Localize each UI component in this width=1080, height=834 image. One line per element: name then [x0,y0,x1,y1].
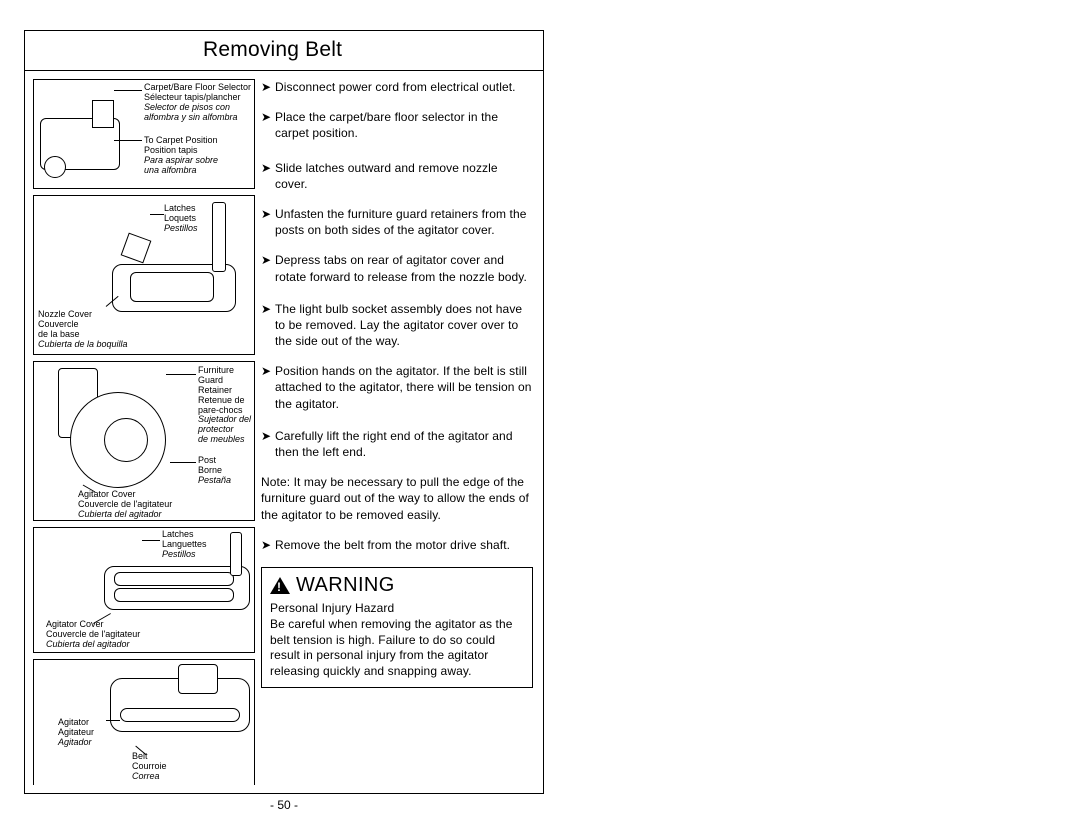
instruction-text: Unfasten the furniture guard retainers f… [275,206,533,238]
bullet-icon: ➤ [261,160,275,192]
fig4-latches-label: Latches Languettes Pestillos [162,530,207,560]
instruction-text: Disconnect power cord from electrical ou… [275,79,533,95]
fig2-latches-label: Latches Loquets Pestillos [164,204,198,234]
bullet-icon: ➤ [261,109,275,141]
instructions-column: ➤ Disconnect power cord from electrical … [255,79,533,785]
instruction-text: Place the carpet/bare floor selector in … [275,109,533,141]
instruction-text: Carefully lift the right end of the agit… [275,428,533,460]
instruction-step: ➤ Depress tabs on rear of agitator cover… [261,252,533,284]
figure-5: Agitator Agitateur Agitador Belt Courroi… [33,659,255,785]
figure-3: Furniture Guard Retainer Retenue de pare… [33,361,255,521]
bullet-icon: ➤ [261,79,275,95]
instruction-step: ➤ Remove the belt from the motor drive s… [261,537,533,553]
instruction-text: Position hands on the agitator. If the b… [275,363,533,412]
figure-2: Latches Loquets Pestillos Nozzle Cover C… [33,195,255,355]
instruction-step: ➤ Place the carpet/bare floor selector i… [261,109,533,141]
instruction-step: ➤ Carefully lift the right end of the ag… [261,428,533,460]
instruction-text: The light bulb socket assembly does not … [275,301,533,350]
figure-1: Carpet/Bare Floor Selector Sélecteur tap… [33,79,255,189]
manual-page: Removing Belt Carpet/Bare Floor Selector… [24,30,544,794]
instruction-text: Depress tabs on rear of agitator cover a… [275,252,533,284]
instruction-step: ➤ Unfasten the furniture guard retainers… [261,206,533,238]
fig1-selector-label: Carpet/Bare Floor Selector Sélecteur tap… [144,83,251,123]
instruction-note: Note: It may be necessary to pull the ed… [261,474,533,523]
fig2-nozzle-label: Nozzle Cover Couvercle de la base Cubier… [38,310,128,350]
fig1-carpet-pos-label: To Carpet Position Position tapis Para a… [144,136,218,176]
fig5-belt-label: Belt Courroie Correa [132,752,167,782]
bullet-icon: ➤ [261,428,275,460]
fig5-agitator-label: Agitator Agitateur Agitador [58,718,94,748]
bullet-icon: ➤ [261,363,275,412]
instruction-text: Remove the belt from the motor drive sha… [275,537,533,553]
warning-box: WARNING Personal Injury Hazard Be carefu… [261,567,533,688]
bullet-icon: ➤ [261,252,275,284]
warning-icon [270,577,290,594]
fig4-agitator-cover-label: Agitator Cover Couvercle de l'agitateur … [46,620,140,650]
fig3-post-label: Post Borne Pestaña [198,456,231,486]
fig3-agitator-cover-label: Agitator Cover Couvercle de l'agitateur … [78,490,172,520]
bullet-icon: ➤ [261,537,275,553]
content-area: Carpet/Bare Floor Selector Sélecteur tap… [25,71,543,793]
fig3-furniture-guard-label: Furniture Guard Retainer Retenue de pare… [198,366,251,445]
warning-body: Be careful when removing the agitator as… [270,617,524,679]
figure-4: Latches Languettes Pestillos Agitator Co… [33,527,255,653]
instruction-step: ➤ The light bulb socket assembly does no… [261,301,533,350]
section-title: Removing Belt [203,38,342,62]
warning-subhead: Personal Injury Hazard [270,601,524,615]
warning-title: WARNING [296,574,395,597]
title-row: Removing Belt [25,31,543,71]
instruction-text: Slide latches outward and remove nozzle … [275,160,533,192]
page-number: - 50 - [24,798,544,812]
instruction-step: ➤ Slide latches outward and remove nozzl… [261,160,533,192]
instruction-step: ➤ Position hands on the agitator. If the… [261,363,533,412]
instruction-step: ➤ Disconnect power cord from electrical … [261,79,533,95]
warning-header: WARNING [270,574,524,597]
bullet-icon: ➤ [261,301,275,350]
bullet-icon: ➤ [261,206,275,238]
figures-column: Carpet/Bare Floor Selector Sélecteur tap… [33,79,255,785]
